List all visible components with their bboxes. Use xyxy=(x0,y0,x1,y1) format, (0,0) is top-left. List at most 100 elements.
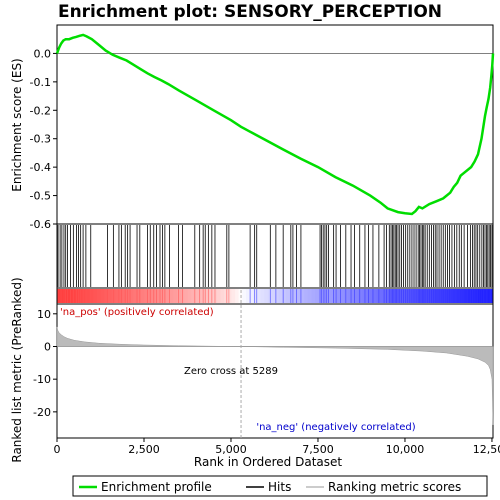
color-band-segment xyxy=(245,289,251,303)
color-band-segment xyxy=(82,289,87,303)
legend: Enrichment profile Hits Ranking metric s… xyxy=(72,475,488,497)
metric-panel-frame xyxy=(56,303,494,439)
color-band-segment xyxy=(187,289,192,303)
color-band-segment xyxy=(86,289,91,303)
color-band-segment xyxy=(467,289,472,303)
color-band-segment xyxy=(184,289,189,303)
color-band-segment xyxy=(176,289,182,303)
color-band-segment xyxy=(438,289,443,303)
color-band-segment xyxy=(104,289,109,303)
correlation-color-band xyxy=(57,289,494,303)
color-band-segment xyxy=(384,289,389,303)
color-band-segment xyxy=(198,289,203,303)
metric-panel: 10 0 -10 -20 'na_pos' (positively correlate… xyxy=(10,277,494,463)
legend-box xyxy=(72,475,488,497)
color-band-segment xyxy=(463,289,469,303)
color-band-segment xyxy=(311,289,316,303)
color-band-segment xyxy=(482,289,487,303)
color-band-segment xyxy=(253,289,258,303)
color-band-segment xyxy=(75,289,80,303)
x-tick-label: 2,500 xyxy=(128,443,160,456)
color-band-segment xyxy=(369,289,374,303)
color-band-segment xyxy=(191,289,196,303)
color-band-segment xyxy=(285,289,291,303)
color-band-segment xyxy=(136,289,142,303)
hit-marks xyxy=(57,225,493,287)
color-band-segment xyxy=(442,289,447,303)
color-band-segment xyxy=(329,289,334,303)
neg-correlated-label: 'na_neg' (negatively correlated) xyxy=(256,422,415,433)
color-band-segment xyxy=(423,289,429,303)
color-band-segment xyxy=(347,289,352,303)
color-band-segment xyxy=(373,289,378,303)
color-band-segment xyxy=(256,289,261,303)
es-y-ticks: 0.0 -0.1 -0.2 -0.3 -0.4 -0.5 -0.6 xyxy=(30,47,57,231)
color-band-segment xyxy=(235,289,240,303)
es-y-tick-label: -0.5 xyxy=(30,190,51,203)
color-band-segment xyxy=(354,289,360,303)
x-tick-label: 0 xyxy=(54,443,61,456)
color-band-segment xyxy=(289,289,294,303)
color-band-segment xyxy=(140,289,145,303)
color-band-segment xyxy=(231,289,236,303)
color-band-segment xyxy=(380,289,385,303)
color-band-segment xyxy=(107,289,112,303)
color-band-segment xyxy=(391,289,396,303)
color-band-segment xyxy=(278,289,283,303)
es-profile-line xyxy=(55,33,495,216)
color-band-segment xyxy=(489,289,494,303)
color-band-segment xyxy=(227,289,232,303)
color-band-segment xyxy=(267,289,272,303)
color-band-segment xyxy=(358,289,363,303)
color-band-segment xyxy=(322,289,327,303)
color-band-segment xyxy=(304,289,309,303)
color-band-segment xyxy=(242,289,247,303)
color-band-segment xyxy=(195,289,200,303)
x-tick-label: 5,000 xyxy=(215,443,247,456)
color-band-segment xyxy=(474,289,479,303)
es-y-axis-label: Enrichment score (ES) xyxy=(10,58,24,191)
es-panel: 0.0 -0.1 -0.2 -0.3 -0.4 -0.5 -0.6 Enrichment s… xyxy=(10,24,495,231)
color-band-segment xyxy=(122,289,127,303)
color-band-segment xyxy=(409,289,414,303)
color-band-segment xyxy=(398,289,403,303)
color-band-segment xyxy=(351,289,356,303)
metric-y-axis-label: Ranked list metric (PreRanked) xyxy=(10,277,24,462)
color-band-segment xyxy=(249,289,254,303)
color-band-segment xyxy=(271,289,276,303)
color-band-segment xyxy=(416,289,421,303)
es-y-tick-label: -0.1 xyxy=(30,76,51,89)
color-band-segment xyxy=(478,289,483,303)
color-band-segment xyxy=(220,289,225,303)
color-band-segment xyxy=(216,289,221,303)
color-band-segment xyxy=(365,289,370,303)
color-band-segment xyxy=(202,289,207,303)
es-y-tick-label: -0.6 xyxy=(30,218,51,231)
color-band-segment xyxy=(100,289,105,303)
color-band-segment xyxy=(67,289,73,303)
es-y-tick-label: 0.0 xyxy=(34,47,52,60)
pos-correlated-label: 'na_pos' (positively correlated) xyxy=(60,307,214,318)
color-band-segment xyxy=(296,289,301,303)
color-band-segment xyxy=(453,289,458,303)
color-band-segment xyxy=(64,289,69,303)
color-band-segment xyxy=(445,289,450,303)
color-band-segment xyxy=(118,289,123,303)
legend-profile-label: Enrichment profile xyxy=(101,480,212,494)
legend-hits-label: Hits xyxy=(268,480,291,494)
color-band-segment xyxy=(57,289,62,303)
metric-y-ticks: 10 0 -10 -20 xyxy=(33,308,57,419)
x-ticks: 0 2,500 5,000 7,500 10,000 12,500 xyxy=(54,438,500,456)
color-band-segment xyxy=(158,289,163,303)
color-band-segment xyxy=(89,289,94,303)
es-y-tick-label: -0.3 xyxy=(30,133,51,146)
color-band-segment xyxy=(449,289,454,303)
chart-title: Enrichment plot: SENSORY_PERCEPTION xyxy=(58,2,442,22)
color-band-segment xyxy=(60,289,65,303)
color-band-segment xyxy=(144,289,149,303)
color-band-segment xyxy=(162,289,167,303)
color-band-segment xyxy=(275,289,280,303)
color-band-segment xyxy=(362,289,367,303)
metric-y-tick-label: -20 xyxy=(33,406,51,419)
